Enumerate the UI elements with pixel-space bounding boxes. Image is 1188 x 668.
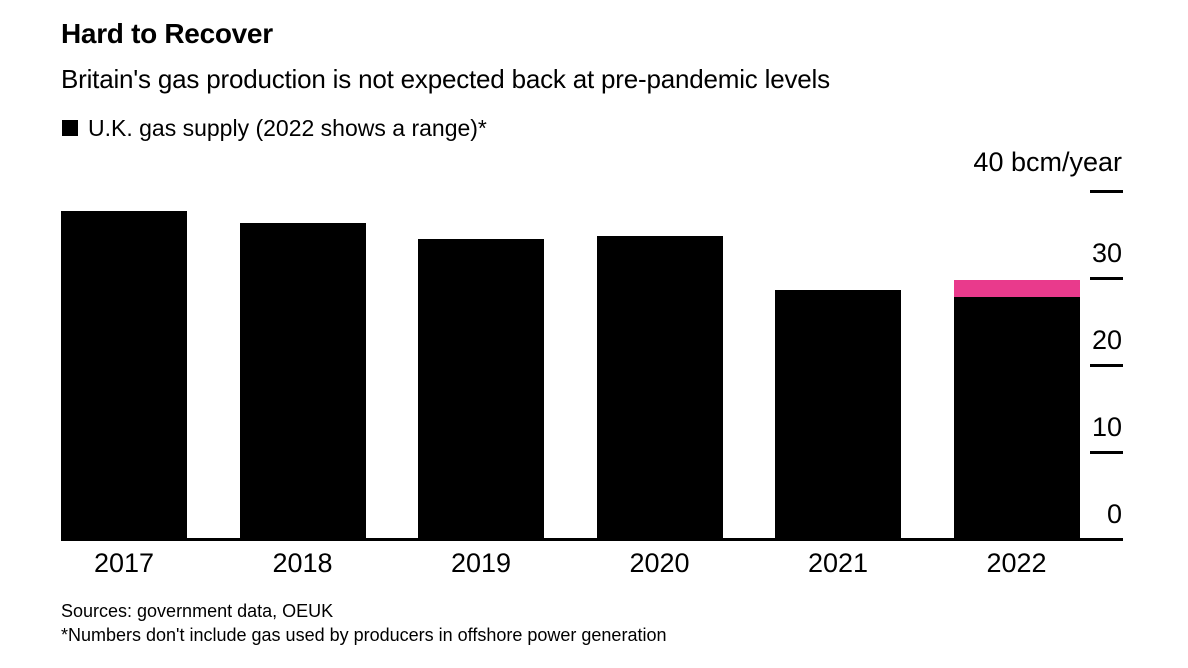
y-axis-unit-label: 40 bcm/year — [973, 147, 1122, 177]
y-axis-tick-label-0: 0 — [1106, 499, 1122, 529]
bar-2017 — [61, 211, 187, 540]
y-axis-tick-label-20: 20 — [1091, 325, 1122, 355]
x-axis-label-2018: 2018 — [272, 548, 333, 578]
source-note: Sources: government data, OEUK — [61, 601, 334, 621]
x-axis-label-2017: 2017 — [93, 548, 155, 578]
bar-2022 — [953, 297, 1080, 540]
footnote: *Numbers don't include gas used by produ… — [61, 625, 667, 645]
legend: U.K. gas supply (2022 shows a range)* — [62, 116, 487, 140]
x-axis-label-2020: 2020 — [629, 548, 690, 578]
x-axis-line — [61, 538, 1123, 541]
y-axis-tick-20 — [1090, 364, 1123, 367]
y-axis-tick-30 — [1090, 277, 1123, 280]
y-axis-tick-label-30: 30 — [1091, 238, 1122, 268]
y-axis-tick-10 — [1090, 451, 1123, 454]
y-axis-tick-40 — [1090, 190, 1123, 193]
x-axis-label-2021: 2021 — [807, 548, 869, 578]
bar-range-2022 — [953, 279, 1080, 298]
bar-2021 — [775, 290, 901, 540]
x-axis-label-2022: 2022 — [986, 548, 1047, 578]
x-axis-label-2019: 2019 — [450, 548, 512, 578]
y-axis-tick-label-10: 10 — [1091, 412, 1122, 442]
bar-2020 — [596, 236, 723, 540]
legend-swatch-icon — [62, 120, 78, 136]
bar-2018 — [239, 223, 366, 540]
legend-label: U.K. gas supply (2022 shows a range)* — [88, 114, 487, 141]
chart-subtitle: Britain's gas production is not expected… — [61, 64, 830, 94]
bar-2019 — [418, 238, 544, 540]
chart-title: Hard to Recover — [61, 18, 273, 49]
